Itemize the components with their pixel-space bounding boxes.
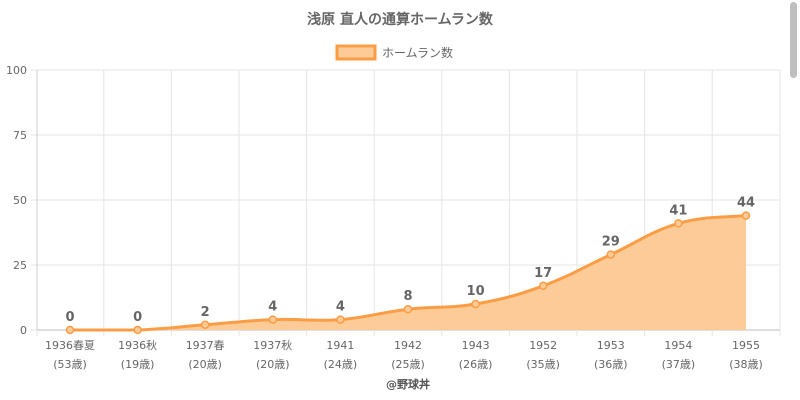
data-point — [65, 325, 75, 335]
data-point — [200, 320, 210, 330]
x-tick-label: 1943 — [462, 339, 490, 352]
x-tick-sublabel: (19歳) — [121, 358, 155, 371]
legend-label: ホームラン数 — [382, 45, 453, 60]
y-tick-label: 25 — [13, 259, 27, 272]
x-axis: 1936春夏 (53歳) 1936秋 (19歳) 1937春 (20歳) 1937秋 (20歳… — [45, 338, 763, 371]
y-tick-label: 0 — [20, 324, 27, 337]
data-label: 4 — [336, 300, 345, 315]
x-tick-label: 1952 — [529, 339, 557, 352]
x-tick-label: 1954 — [664, 339, 692, 352]
x-tick-sublabel: (24歳) — [324, 358, 358, 371]
y-axis: 0 25 50 75 100 — [6, 64, 27, 337]
data-label: 41 — [669, 203, 687, 218]
x-tick-label: 1953 — [597, 339, 625, 352]
x-tick-label: 1937秋 — [253, 338, 292, 352]
legend[interactable]: ホームラン数 — [335, 44, 453, 61]
data-point — [538, 281, 548, 291]
y-tick-label: 100 — [6, 64, 27, 77]
data-point — [471, 299, 480, 309]
series-homeruns — [65, 211, 751, 335]
data-label: 10 — [467, 284, 485, 299]
data-label: 0 — [133, 310, 142, 325]
y-tick-label: 75 — [13, 129, 27, 142]
x-tick-sublabel: (20歳) — [256, 358, 290, 371]
data-label: 29 — [602, 235, 620, 250]
data-point — [133, 325, 142, 335]
data-label: 8 — [403, 289, 412, 304]
data-label: 2 — [201, 305, 210, 320]
grid — [31, 69, 781, 336]
data-label: 4 — [268, 300, 277, 315]
x-tick-label: 1936春夏 — [45, 339, 95, 352]
data-point — [268, 315, 278, 324]
y-tick-label: 50 — [13, 194, 27, 207]
x-tick-sublabel: (25歳) — [391, 358, 425, 371]
data-point — [674, 219, 683, 228]
data-point — [606, 250, 616, 259]
x-tick-label: 1955 — [732, 339, 760, 352]
data-label: 0 — [65, 310, 74, 325]
data-point — [741, 211, 751, 220]
scrollbar[interactable] — [790, 2, 797, 78]
x-tick-sublabel: (38歳) — [729, 358, 763, 371]
footer-credit: @野球丼 — [386, 377, 430, 391]
x-tick-sublabel: (20歳) — [188, 358, 222, 371]
x-tick-label: 1937春 — [186, 339, 225, 352]
x-tick-sublabel: (53歳) — [53, 358, 87, 371]
data-point — [336, 315, 345, 324]
data-point — [403, 304, 413, 314]
x-tick-label: 1942 — [394, 339, 422, 352]
x-tick-sublabel: (26歳) — [459, 358, 493, 371]
x-tick-sublabel: (37歳) — [662, 358, 696, 371]
chart-title: 浅原 直人の通算ホームラン数 — [307, 11, 494, 28]
legend-swatch — [335, 44, 377, 61]
data-label: 17 — [534, 266, 552, 281]
x-tick-label: 1941 — [326, 339, 354, 352]
x-tick-sublabel: (35歳) — [526, 358, 560, 371]
data-label: 44 — [737, 196, 755, 211]
x-tick-label: 1936秋 — [118, 338, 157, 352]
x-tick-sublabel: (36歳) — [594, 358, 628, 371]
area-fill — [70, 215, 746, 330]
